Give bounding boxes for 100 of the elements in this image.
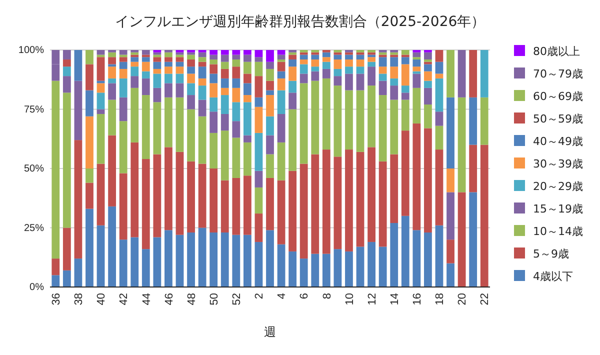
bar bbox=[390, 100, 398, 154]
bar bbox=[198, 228, 206, 287]
bar bbox=[176, 83, 184, 98]
bar bbox=[469, 192, 478, 287]
x-tick-label: 6 bbox=[298, 293, 311, 300]
bar bbox=[243, 83, 252, 96]
bar bbox=[300, 83, 308, 164]
bar bbox=[232, 88, 240, 102]
bar bbox=[322, 150, 330, 254]
bar bbox=[378, 246, 387, 287]
bar bbox=[254, 97, 263, 107]
bar bbox=[220, 62, 229, 69]
bar bbox=[401, 130, 410, 216]
bar bbox=[52, 258, 60, 276]
bar bbox=[119, 54, 128, 58]
bar bbox=[243, 135, 252, 142]
bar bbox=[435, 126, 444, 150]
y-tick-label: 0% bbox=[30, 282, 44, 294]
bar bbox=[108, 78, 116, 84]
bar bbox=[424, 232, 432, 287]
bar bbox=[356, 90, 364, 152]
bar bbox=[254, 187, 263, 214]
x-tick-label: 14 bbox=[388, 293, 401, 306]
bar bbox=[424, 88, 432, 105]
bar bbox=[424, 52, 432, 60]
bar bbox=[390, 57, 398, 67]
bar bbox=[401, 100, 410, 131]
bar bbox=[52, 275, 60, 287]
x-tick-label: 48 bbox=[186, 293, 198, 306]
bar bbox=[368, 66, 376, 86]
bar bbox=[356, 74, 364, 90]
bar bbox=[356, 66, 364, 74]
bar bbox=[412, 88, 421, 124]
bar bbox=[277, 62, 286, 72]
bar bbox=[480, 50, 488, 98]
bar bbox=[198, 86, 206, 100]
bar bbox=[119, 240, 128, 287]
bar bbox=[243, 95, 252, 102]
bar bbox=[187, 83, 195, 96]
bar bbox=[176, 234, 184, 287]
bar bbox=[187, 232, 195, 287]
bar bbox=[368, 57, 376, 62]
bar bbox=[277, 114, 286, 142]
bar bbox=[220, 50, 229, 55]
bar bbox=[130, 62, 139, 67]
bar bbox=[266, 50, 274, 62]
bar bbox=[232, 50, 240, 55]
bar bbox=[401, 86, 410, 93]
bar bbox=[74, 50, 82, 81]
bar bbox=[446, 50, 454, 98]
bar bbox=[176, 152, 184, 235]
bar bbox=[62, 228, 71, 270]
bar bbox=[446, 263, 454, 287]
bar bbox=[119, 121, 128, 174]
x-tick-label: 4 bbox=[276, 293, 288, 300]
bar bbox=[210, 50, 218, 55]
bar bbox=[368, 62, 376, 67]
bar bbox=[142, 95, 150, 160]
bar bbox=[210, 97, 218, 112]
bar bbox=[74, 80, 82, 140]
bar bbox=[469, 97, 478, 145]
bar bbox=[142, 57, 150, 62]
bar bbox=[153, 88, 162, 102]
bar bbox=[368, 147, 376, 242]
bar bbox=[390, 66, 398, 78]
bar bbox=[334, 156, 342, 250]
bar bbox=[220, 88, 229, 96]
bar bbox=[266, 154, 274, 178]
x-tick-label: 22 bbox=[479, 293, 492, 306]
bar bbox=[243, 142, 252, 176]
bar bbox=[130, 76, 139, 88]
bar bbox=[300, 74, 308, 84]
bar bbox=[176, 74, 184, 84]
bar bbox=[458, 97, 466, 192]
bar bbox=[356, 59, 364, 67]
bar bbox=[254, 170, 263, 188]
bar bbox=[412, 52, 421, 58]
bar bbox=[254, 242, 263, 287]
bar bbox=[232, 138, 240, 178]
bar bbox=[187, 109, 195, 162]
bar bbox=[277, 244, 286, 287]
bar bbox=[412, 66, 421, 72]
bar bbox=[288, 251, 297, 287]
bar bbox=[96, 114, 105, 164]
x-tick-label: 16 bbox=[412, 293, 424, 306]
bar bbox=[322, 52, 330, 58]
bar bbox=[164, 83, 172, 98]
bar bbox=[300, 258, 308, 287]
bar bbox=[153, 154, 162, 238]
bar bbox=[243, 102, 252, 136]
bar bbox=[86, 116, 94, 168]
bar bbox=[277, 54, 286, 60]
bar bbox=[176, 66, 184, 74]
bar bbox=[458, 192, 466, 287]
bar bbox=[368, 86, 376, 148]
bar bbox=[311, 254, 320, 287]
bar bbox=[164, 66, 172, 74]
bar bbox=[187, 161, 195, 232]
bar bbox=[142, 62, 150, 72]
bar bbox=[243, 234, 252, 287]
